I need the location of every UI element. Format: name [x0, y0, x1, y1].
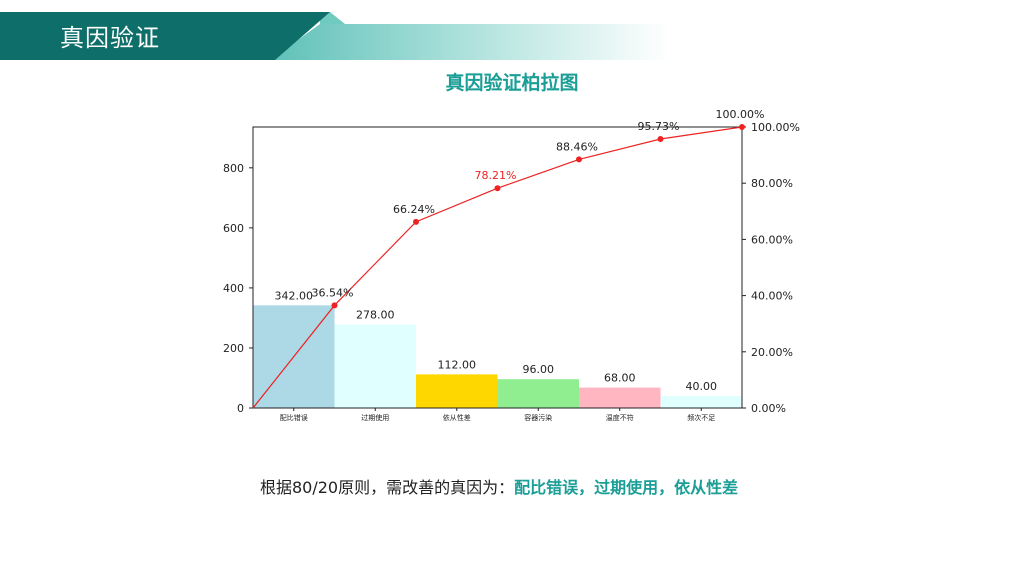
conclusion-highlight: 配比错误，过期使用，依从性差	[514, 478, 739, 497]
y-left-tick-label: 200	[223, 342, 244, 355]
cumulative-label: 100.00%	[716, 108, 765, 121]
cumulative-point	[739, 124, 745, 130]
cumulative-label: 95.73%	[638, 120, 680, 133]
x-tick-label: 过期使用	[361, 413, 389, 422]
bar	[579, 387, 661, 408]
y-left-tick-label: 0	[237, 402, 244, 415]
x-tick-label: 依从性差	[443, 413, 471, 422]
pareto-chart: 342.00 配比错误 278.00 过期使用 112.00 依从性差 96.00 容器污染 6…	[223, 108, 800, 422]
x-tick-label: 温度不符	[606, 413, 634, 422]
y-left-tick-label: 400	[223, 282, 244, 295]
header-band	[0, 12, 670, 60]
bar-value-label: 68.00	[604, 372, 636, 385]
y-left-tick-label: 600	[223, 222, 244, 235]
bar	[497, 379, 579, 408]
bar	[416, 374, 498, 408]
cumulative-label: 66.24%	[393, 203, 435, 216]
bar	[334, 324, 416, 408]
bar-value-label: 96.00	[523, 363, 555, 376]
bar-value-label: 342.00	[275, 289, 314, 302]
y-right-tick-label: 0.00%	[751, 402, 786, 415]
bar-value-label: 112.00	[438, 358, 477, 371]
cumulative-point	[413, 218, 419, 225]
y-left-tick-label: 800	[223, 162, 244, 175]
x-tick-label: 频次不足	[687, 413, 715, 422]
bar-value-label: 278.00	[356, 309, 395, 322]
y-right-tick-label: 100.00%	[751, 121, 800, 134]
y-right-tick-label: 80.00%	[751, 177, 793, 190]
cumulative-point	[494, 185, 501, 192]
bar-value-label: 40.00	[686, 380, 718, 393]
cumulative-label: 88.46%	[556, 140, 598, 153]
conclusion-prefix: 根据80/20原则，需改善的真因为：	[260, 478, 515, 497]
x-tick-label: 容器污染	[524, 413, 552, 422]
page-title: 真因验证	[60, 24, 160, 52]
cumulative-label: 36.54%	[312, 286, 354, 299]
x-tick-label: 配比错误	[280, 413, 308, 422]
chart-title: 真因验证柏拉图	[445, 72, 579, 94]
cumulative-point	[657, 135, 664, 142]
y-right-tick-label: 20.00%	[751, 346, 793, 359]
plot-frame	[252, 126, 743, 409]
cumulative-point	[331, 302, 338, 309]
cumulative-label: 78.21%	[475, 169, 517, 182]
conclusion-text: 根据80/20原则，需改善的真因为：配比错误，过期使用，依从性差	[260, 474, 738, 498]
y-right-tick-label: 40.00%	[751, 290, 793, 303]
cumulative-point	[576, 156, 582, 163]
bar	[660, 395, 742, 408]
y-right-tick-label: 60.00%	[751, 233, 793, 246]
